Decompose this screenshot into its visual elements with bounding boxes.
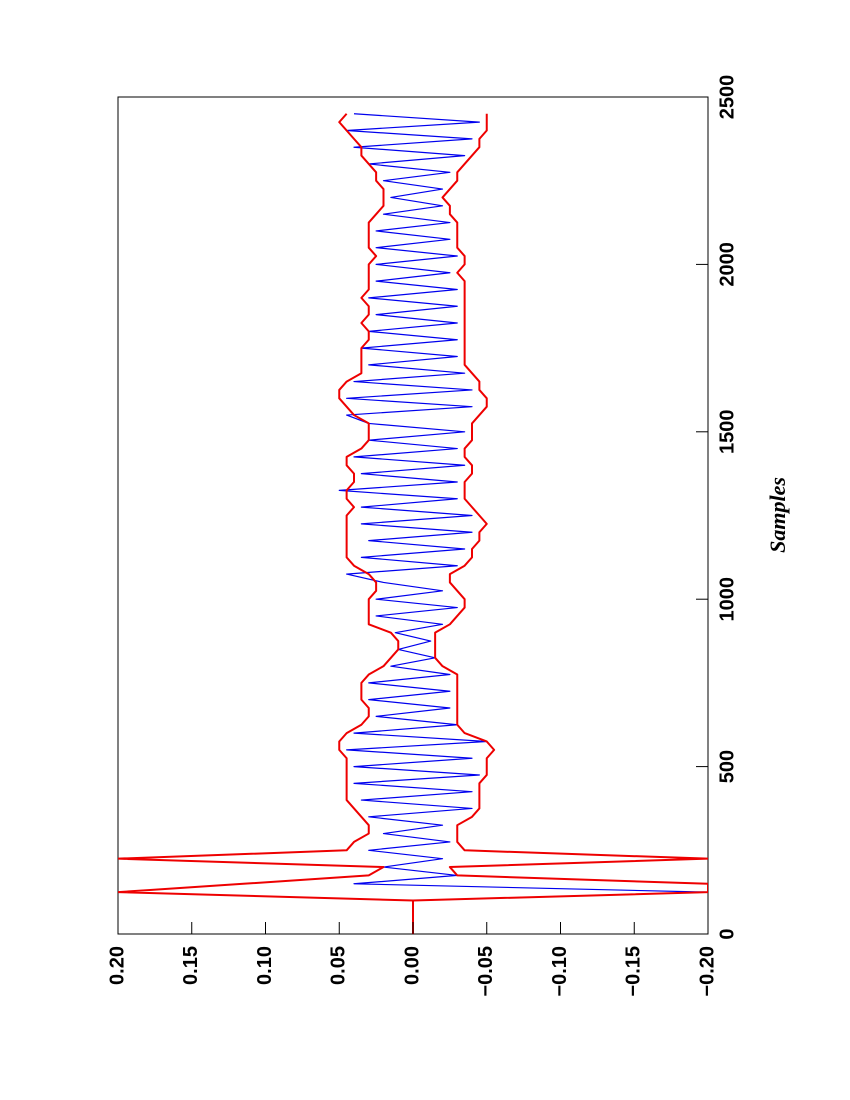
y-tick-label: 0.15	[180, 946, 202, 985]
x-tick-label: 2500	[716, 75, 738, 120]
y-tick-label: −0.15	[623, 946, 645, 997]
y-tick-label: 0.00	[401, 946, 423, 985]
x-tick-label: 1000	[716, 577, 738, 622]
series-line	[118, 113, 414, 934]
y-tick-label: −0.20	[696, 946, 718, 997]
x-tick-label: 1500	[716, 410, 738, 455]
y-tick-label: −0.10	[549, 946, 571, 997]
series-line	[338, 113, 708, 934]
x-tick-label: 0	[716, 928, 738, 939]
x-tick-label: 500	[716, 750, 738, 783]
y-tick-label: 0.05	[328, 946, 350, 985]
x-tick-label: 2000	[716, 242, 738, 287]
x-axis-label: Samples	[765, 477, 790, 553]
y-tick-label: −0.05	[475, 946, 497, 997]
y-tick-label: 0.20	[106, 946, 128, 985]
plot-frame	[117, 96, 709, 935]
y-tick-label: 0.10	[254, 946, 276, 985]
series-line	[412, 113, 708, 934]
plot-area	[118, 113, 708, 934]
